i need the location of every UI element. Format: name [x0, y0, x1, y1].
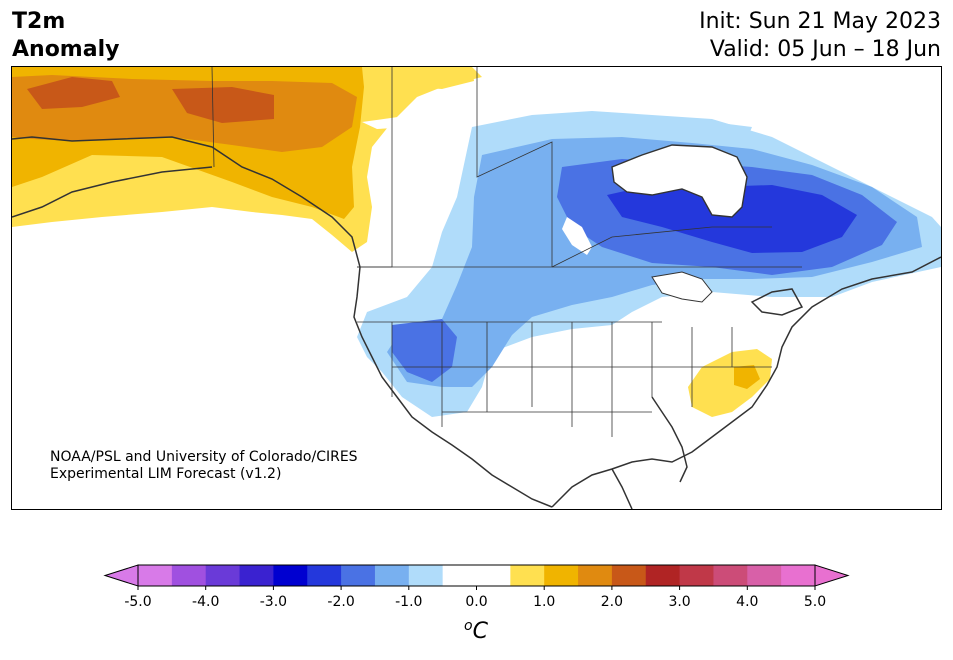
map-title: T2m Anomaly [12, 8, 119, 64]
colorbar-under-arrow [103, 564, 139, 587]
cold-region-core [607, 185, 857, 253]
colorbar-bin [510, 565, 545, 586]
colorbar-bin [341, 565, 376, 586]
colorbar-bin [747, 565, 782, 586]
colorbar: -5.0 -4.0 -3.0 -2.0 -1.0 0.0 1.0 2.0 3.0 4.0 5.0 oC [0, 560, 953, 656]
init-date: Init: Sun 21 May 2023 [699, 9, 941, 34]
colorbar-bin [781, 565, 816, 586]
cold-region-west [392, 319, 457, 382]
colorbar-unit-label: oC [464, 618, 489, 644]
map-canvas [12, 67, 941, 509]
colorbar-tick-label: 4.0 [736, 594, 758, 610]
great-lakes [651, 271, 713, 303]
hudson-bay [611, 144, 748, 218]
colorbar-tick-label: -3.0 [260, 594, 287, 610]
colorbar-bin [713, 565, 748, 586]
political-borders [211, 67, 802, 437]
warm-region-light-north [342, 67, 474, 89]
colorbar-bin [578, 565, 613, 586]
colorbar-tick-label: -5.0 [124, 594, 151, 610]
title-variable: T2m [12, 9, 66, 34]
colorbar-bin [679, 565, 714, 586]
warm-region-core-east [172, 87, 274, 123]
warm-region-core-west [27, 77, 120, 109]
colorbar-bin [442, 565, 477, 586]
colorbar-tick-label: -2.0 [327, 594, 354, 610]
title-anomaly: Anomaly [12, 37, 120, 62]
warm-region-southeast-mid [734, 365, 760, 389]
forecast-dates: Init: Sun 21 May 2023 Valid: 05 Jun – 18… [699, 8, 941, 64]
colorbar-tick-label: 0.0 [465, 594, 487, 610]
colorbar-bin [611, 565, 647, 586]
colorbar-bin [205, 565, 241, 586]
colorbar-tick-label: 3.0 [668, 594, 690, 610]
cold-region-light-ne [682, 122, 752, 145]
colorbar-bin [273, 565, 308, 586]
lake-winnipeg [562, 217, 592, 255]
colorbar-tick-label: 5.0 [804, 594, 826, 610]
coastlines [12, 136, 941, 509]
colorbar-over-arrow [814, 564, 850, 587]
colorbar-bin [138, 565, 173, 586]
warm-region-southeast [688, 349, 772, 417]
colorbar-bin [374, 565, 410, 586]
credit-line-2: Experimental LIM Forecast (v1.2) [50, 466, 282, 482]
colorbar-bin [544, 565, 579, 586]
great-bear-lake [362, 115, 412, 129]
colorbar-bin [408, 565, 444, 586]
credit-line-1: NOAA/PSL and University of Colorado/CIRE… [50, 449, 358, 465]
colorbar-bin [239, 565, 274, 586]
colorbar-tick-label: -4.0 [192, 594, 219, 610]
colorbar-tick-label: -1.0 [395, 594, 422, 610]
colorbar-bin [476, 565, 511, 586]
colorbar-bin [645, 565, 681, 586]
colorbar-bin [307, 565, 342, 586]
colorbar-tick-label: 2.0 [601, 594, 623, 610]
anomaly-map: NOAA/PSL and University of Colorado/CIRE… [11, 66, 942, 510]
colorbar-tick-label: 1.0 [533, 594, 555, 610]
credit-text: NOAA/PSL and University of Colorado/CIRE… [50, 449, 358, 483]
colorbar-canvas: -5.0 -4.0 -3.0 -2.0 -1.0 0.0 1.0 2.0 3.0 4.0 5.0 oC [103, 564, 850, 644]
valid-range: Valid: 05 Jun – 18 Jun [709, 37, 941, 62]
colorbar-bin [171, 565, 207, 586]
